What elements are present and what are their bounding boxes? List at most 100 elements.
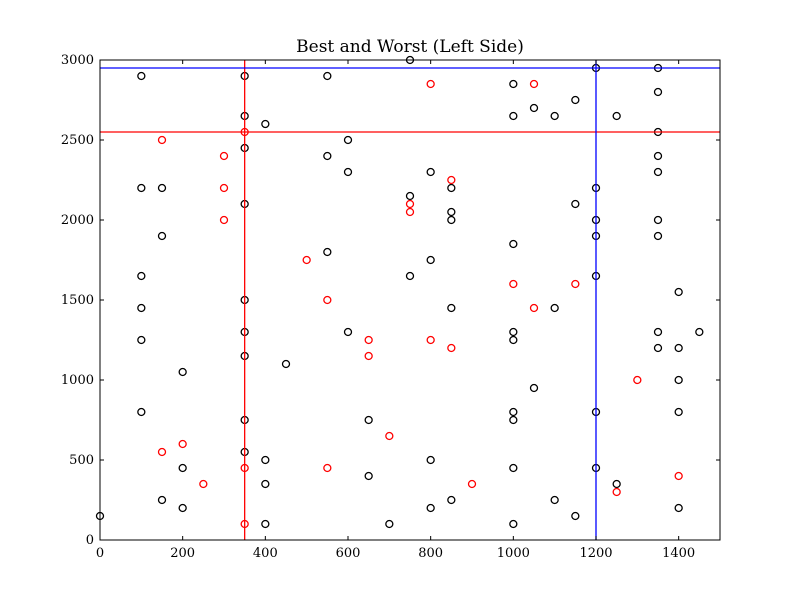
- scatter-point: [199, 479, 208, 489]
- scatter-point: [447, 495, 456, 505]
- scatter-point: [509, 335, 518, 345]
- scatter-point: [178, 367, 187, 377]
- x-tick-label: 600: [336, 546, 361, 561]
- scatter-point: [674, 407, 683, 417]
- scatter-point: [302, 255, 311, 265]
- scatter-point: [509, 279, 518, 289]
- x-tick-label: 800: [418, 546, 443, 561]
- scatter-point: [674, 503, 683, 513]
- scatter-point: [653, 167, 663, 177]
- scatter-point: [323, 247, 332, 257]
- scatter-point: [426, 335, 435, 345]
- scatter-point: [157, 135, 167, 145]
- scatter-point: [281, 359, 291, 369]
- y-tick-label: 3000: [61, 53, 94, 68]
- scatter-point: [405, 191, 415, 201]
- scatter-point: [364, 415, 373, 425]
- scatter-point: [323, 463, 332, 473]
- scatter-point: [653, 231, 663, 241]
- scatter-point: [653, 151, 663, 161]
- scatter-point: [653, 343, 663, 353]
- scatter-point: [178, 463, 187, 473]
- x-tick-label: 400: [253, 546, 278, 561]
- scatter-point: [157, 183, 167, 193]
- scatter-point: [633, 375, 642, 385]
- scatter-point: [261, 119, 270, 129]
- scatter-point: [467, 479, 477, 489]
- scatter-point: [550, 303, 559, 313]
- scatter-point: [261, 455, 270, 465]
- scatter-point: [447, 215, 456, 225]
- y-tick-label: 1000: [61, 373, 94, 388]
- scatter-point: [323, 71, 332, 81]
- scatter-point: [364, 471, 373, 481]
- scatter-point: [157, 447, 167, 457]
- x-axis: 0 200 400 600 800 1000 1200 1400: [96, 60, 695, 561]
- scatter-point: [612, 111, 621, 121]
- x-tick-label: 1400: [662, 546, 695, 561]
- scatter-point: [653, 327, 663, 337]
- scatter-point: [405, 207, 415, 217]
- scatter-point: [157, 231, 167, 241]
- scatter-point: [509, 415, 518, 425]
- scatter-point: [405, 199, 415, 209]
- chart-title: Best and Worst (Left Side): [296, 37, 524, 57]
- scatter-point: [674, 343, 683, 353]
- scatter-point: [261, 519, 270, 529]
- scatter-point: [323, 151, 332, 161]
- scatter-point: [509, 111, 518, 121]
- scatter-point: [137, 71, 146, 81]
- scatter-point: [137, 183, 146, 193]
- scatter-point: [219, 215, 229, 225]
- x-tick-label: 1000: [497, 546, 530, 561]
- scatter-point: [529, 79, 539, 89]
- scatter-point: [137, 271, 146, 281]
- scatter-point: [447, 207, 456, 217]
- scatter-point: [550, 495, 559, 505]
- scatter-point: [653, 87, 663, 97]
- scatter-point: [695, 327, 704, 337]
- y-tick-label: 2500: [61, 133, 94, 148]
- scatter-point: [426, 503, 435, 513]
- scatter-point: [612, 479, 621, 489]
- scatter-point: [343, 135, 353, 145]
- scatter-point: [385, 519, 394, 529]
- scatter-point: [137, 407, 146, 417]
- scatter-point: [157, 495, 167, 505]
- y-tick-label: 500: [69, 453, 94, 468]
- scatter-point: [426, 167, 435, 177]
- scatter-point: [529, 383, 539, 393]
- scatter-point: [447, 303, 456, 313]
- scatter-point: [364, 351, 373, 361]
- scatter-point: [509, 519, 518, 529]
- scatter-point: [509, 327, 518, 337]
- scatter-point: [509, 407, 518, 417]
- y-axis: 0 500 1000 1500 2000 2500 3000: [61, 53, 720, 548]
- reference-lines: [100, 60, 720, 540]
- scatter-point: [509, 463, 518, 473]
- x-tick-label: 0: [96, 546, 104, 561]
- scatter-point: [426, 255, 435, 265]
- y-tick-label: 2000: [61, 213, 94, 228]
- scatter-point: [261, 479, 270, 489]
- scatter-point: [571, 279, 580, 289]
- scatter-point: [571, 199, 580, 209]
- scatter-point: [653, 215, 663, 225]
- scatter-point: [219, 183, 229, 193]
- scatter-point: [612, 487, 621, 497]
- x-tick-label: 1200: [579, 546, 612, 561]
- scatter-point: [385, 431, 394, 441]
- scatter-point: [219, 151, 229, 161]
- scatter-point: [674, 471, 683, 481]
- scatter-point: [426, 79, 435, 89]
- scatter-point: [343, 167, 353, 177]
- y-tick-label: 1500: [61, 293, 94, 308]
- scatter-point: [137, 303, 146, 313]
- scatter-point: [529, 303, 539, 313]
- scatter-point: [509, 79, 518, 89]
- scatter-point: [447, 175, 456, 185]
- scatter-point: [509, 239, 518, 249]
- scatter-point: [426, 455, 435, 465]
- scatter-point: [550, 111, 559, 121]
